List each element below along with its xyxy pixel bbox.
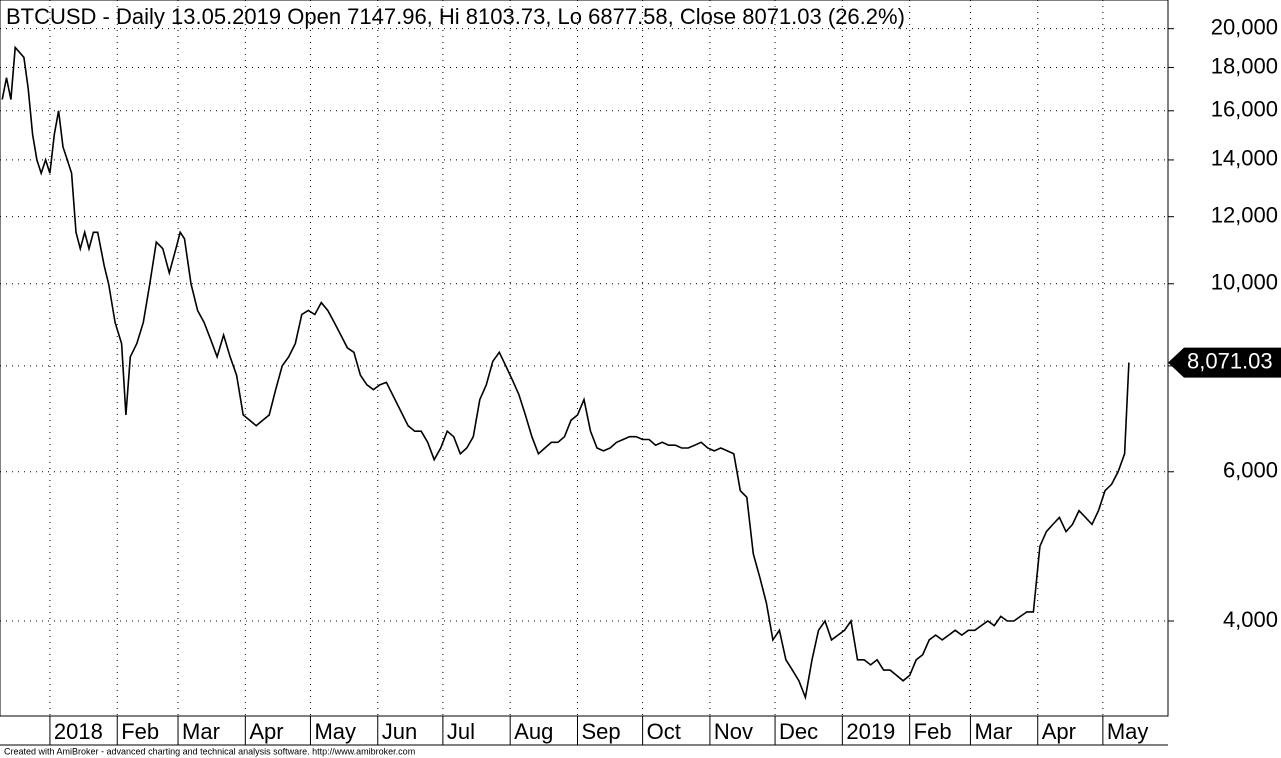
x-tick-label: Jun <box>382 719 417 744</box>
x-tick-label: Jul <box>447 719 475 744</box>
marks <box>1 45 1130 701</box>
x-tick-label: Mar <box>182 719 220 744</box>
x-tick-label: Mar <box>974 719 1012 744</box>
x-tick-label: Apr <box>1042 719 1076 744</box>
price-line <box>1 45 1130 701</box>
plot-frame <box>0 0 1169 717</box>
last-value-label: 8,071.03 <box>1187 348 1273 373</box>
y-tick-label: 6,000 <box>1223 458 1278 483</box>
x-tick-label: May <box>314 719 356 744</box>
x-tick-label: Feb <box>121 719 159 744</box>
last-value-marker <box>1168 347 1281 378</box>
footer: Created with AmiBroker - advanced charti… <box>4 746 415 756</box>
y-tick-label: 4,000 <box>1223 607 1278 632</box>
y-tick-label: 10,000 <box>1211 270 1278 295</box>
y-tick-label: 20,000 <box>1211 14 1278 39</box>
x-tick-label: May <box>1107 719 1149 744</box>
x-tick-label: Sep <box>581 719 620 744</box>
y-tick-label: 16,000 <box>1211 97 1278 122</box>
x-tick-label: Apr <box>249 719 283 744</box>
x-tick-label: Oct <box>647 719 681 744</box>
x-tick-label: Feb <box>914 719 952 744</box>
x-tick-label: Dec <box>779 719 818 744</box>
grid <box>0 0 1168 716</box>
x-tick-label: 2018 <box>54 719 103 744</box>
x-tick-label: Aug <box>514 719 553 744</box>
x-tick-label: 2019 <box>846 719 895 744</box>
y-tick-label: 14,000 <box>1211 146 1278 171</box>
y-tick-label: 12,000 <box>1211 202 1278 227</box>
chart-title: BTCUSD - Daily 13.05.2019 Open 7147.96, … <box>6 4 905 29</box>
axes: 4,0006,0008,00010,00012,00014,00016,0001… <box>49 14 1281 745</box>
x-tick-label: Nov <box>714 719 753 744</box>
y-tick-label: 18,000 <box>1211 53 1278 78</box>
